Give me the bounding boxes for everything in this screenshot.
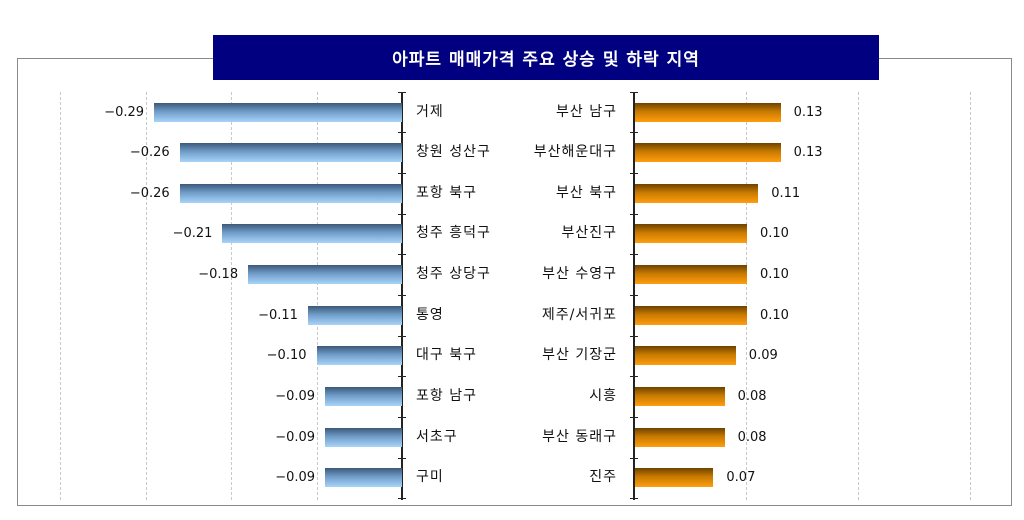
axis-tick — [630, 295, 638, 296]
decline-bar — [179, 184, 402, 203]
rise-region-label: 부산진구 — [561, 225, 617, 241]
rise-bar — [635, 306, 747, 325]
decline-region-label: 청주 상당구 — [416, 266, 491, 282]
rise-bar — [635, 184, 759, 203]
decline-bar — [325, 387, 402, 406]
rise-value-label: 0.09 — [748, 348, 778, 363]
gridline — [145, 92, 147, 500]
rise-region-label: 진주 — [589, 469, 617, 485]
rise-bar — [635, 143, 781, 162]
rise-value-label: 0.11 — [771, 186, 801, 201]
axis-tick — [630, 132, 638, 133]
decline-region-label: 구미 — [416, 469, 444, 485]
decline-region-label: 거제 — [416, 104, 444, 120]
decline-value-label: −0.09 — [275, 430, 316, 445]
rise-value-label: 0.08 — [737, 430, 767, 445]
axis-tick — [398, 173, 406, 174]
rise-value-label: 0.08 — [737, 389, 767, 404]
rise-value-label: 0.13 — [793, 145, 823, 160]
left-axis-line — [401, 93, 403, 500]
decline-value-label: −0.09 — [275, 470, 316, 485]
gridline — [970, 92, 971, 500]
rise-region-label: 시흥 — [589, 388, 617, 404]
decline-bar — [248, 265, 402, 284]
rise-region-label: 부산 동래구 — [542, 429, 617, 445]
rise-value-label: 0.07 — [726, 470, 756, 485]
rise-region-label: 부산 남구 — [556, 104, 617, 120]
chart-frame — [17, 58, 1012, 506]
right-axis-line — [633, 93, 635, 500]
gridline — [858, 92, 859, 500]
axis-tick — [398, 92, 406, 93]
rise-bar — [635, 224, 747, 243]
decline-bar — [316, 346, 402, 365]
axis-tick — [398, 336, 406, 337]
gridline — [60, 92, 61, 500]
rise-region-label: 부산 북구 — [556, 185, 617, 201]
decline-bar — [325, 468, 402, 487]
decline-value-label: −0.10 — [266, 348, 307, 363]
axis-tick — [630, 417, 638, 418]
gridline — [316, 92, 318, 500]
axis-tick — [630, 92, 638, 93]
axis-tick — [630, 376, 638, 377]
rise-bar — [635, 468, 714, 487]
chart-title: 아파트 매매가격 주요 상승 및 하락 지역 — [213, 35, 879, 80]
decline-bar — [307, 306, 402, 325]
decline-bar — [325, 428, 402, 447]
decline-region-label: 서초구 — [416, 429, 458, 445]
rise-bar — [635, 265, 747, 284]
rise-bar — [635, 103, 781, 122]
axis-tick — [398, 132, 406, 133]
decline-region-label: 포항 북구 — [416, 185, 477, 201]
axis-tick — [630, 336, 638, 337]
axis-tick — [398, 458, 406, 459]
decline-region-label: 창원 성산구 — [416, 144, 491, 160]
rise-value-label: 0.10 — [760, 308, 789, 323]
axis-tick — [398, 498, 406, 499]
decline-bar — [154, 103, 402, 122]
decline-value-label: −0.09 — [275, 389, 316, 404]
axis-tick — [398, 376, 406, 377]
rise-value-label: 0.13 — [793, 105, 823, 120]
decline-region-label: 통영 — [416, 307, 444, 323]
axis-tick — [398, 417, 406, 418]
rise-bar — [635, 346, 736, 365]
axis-tick — [630, 173, 638, 174]
decline-value-label: −0.26 — [129, 186, 170, 201]
decline-bar — [179, 143, 402, 162]
axis-tick — [630, 214, 638, 215]
axis-tick — [398, 254, 406, 255]
decline-region-label: 청주 흥덕구 — [416, 225, 491, 241]
axis-tick — [398, 295, 406, 296]
decline-region-label: 포항 남구 — [416, 388, 477, 404]
axis-tick — [630, 458, 638, 459]
rise-region-label: 부산 기장군 — [542, 347, 617, 363]
gridline — [231, 92, 232, 500]
axis-tick — [398, 214, 406, 215]
decline-value-label: −0.18 — [198, 267, 239, 282]
decline-value-label: −0.26 — [129, 145, 170, 160]
decline-value-label: −0.21 — [172, 226, 213, 241]
axis-tick — [630, 498, 638, 499]
decline-value-label: −0.11 — [258, 308, 298, 323]
decline-bar — [222, 224, 402, 243]
axis-tick — [630, 254, 638, 255]
rise-region-label: 제주/서귀포 — [541, 307, 617, 323]
rise-region-label: 부산 수영구 — [542, 266, 617, 282]
rise-value-label: 0.10 — [760, 226, 789, 241]
decline-region-label: 대구 북구 — [416, 347, 477, 363]
gridline — [746, 92, 747, 500]
rise-region-label: 부산해운대구 — [533, 144, 617, 160]
rise-value-label: 0.10 — [760, 267, 789, 282]
rise-bar — [635, 428, 725, 447]
decline-value-label: −0.29 — [104, 105, 145, 120]
rise-bar — [635, 387, 725, 406]
